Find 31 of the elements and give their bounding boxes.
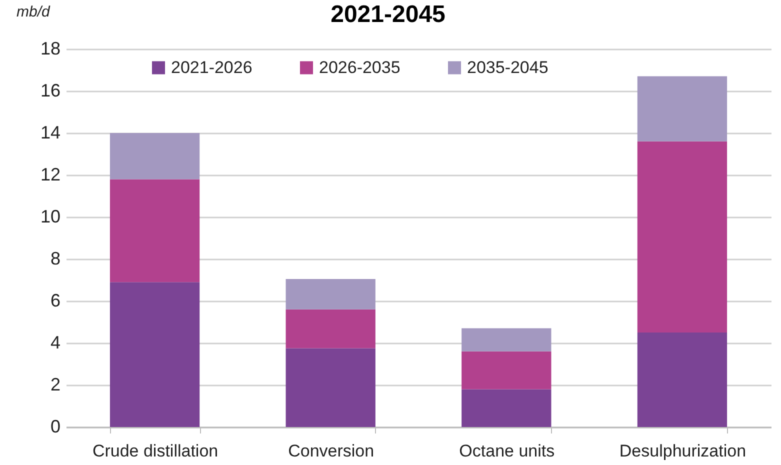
y-tick-label: 18 <box>40 38 60 58</box>
x-tick-label: Octane units <box>459 442 555 460</box>
bar <box>110 179 200 282</box>
bar <box>286 278 376 310</box>
chart-title: 2021-2045 <box>330 1 446 28</box>
x-tick-label: Conversion <box>288 442 374 460</box>
bar <box>637 76 728 142</box>
bar <box>110 282 200 427</box>
bar <box>110 133 200 180</box>
x-tick-label: Desulphurization <box>619 442 746 460</box>
bar <box>462 389 552 427</box>
bar <box>462 351 552 390</box>
legend-label: 2035-2045 <box>467 58 548 77</box>
y-tick-label: 4 <box>50 332 60 352</box>
x-tick-label: Crude distillation <box>92 442 218 460</box>
bar <box>286 348 376 427</box>
bar <box>637 332 728 427</box>
y-tick-label: 0 <box>50 416 60 436</box>
y-tick-label: 12 <box>40 164 60 184</box>
y-tick-label: 14 <box>40 122 60 142</box>
y-tick-label: 10 <box>40 206 60 226</box>
bar <box>462 328 552 352</box>
y-axis-title: mb/d <box>16 4 51 20</box>
y-tick-label: 2 <box>50 374 60 394</box>
legend-label: 2026-2035 <box>319 58 400 77</box>
y-tick-label: 6 <box>50 290 60 310</box>
y-tick-label: 8 <box>50 248 60 268</box>
bar <box>286 309 376 348</box>
y-tick-label: 16 <box>40 80 60 100</box>
legend-label: 2021-2026 <box>171 58 252 77</box>
bar <box>637 141 728 332</box>
